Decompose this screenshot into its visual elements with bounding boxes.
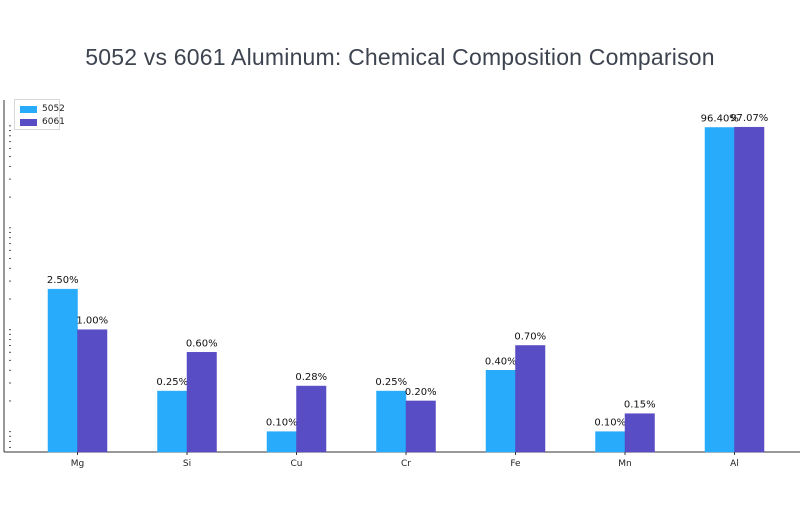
data-label-6061-Fe: 0.70% bbox=[514, 331, 546, 342]
bar-5052-Cu bbox=[266, 431, 297, 453]
x-tick-label-Mg: Mg bbox=[71, 459, 84, 469]
data-label-6061-Al: 97.07% bbox=[730, 113, 768, 124]
legend-swatch-6061 bbox=[20, 118, 37, 126]
bar-6061-Al bbox=[734, 126, 765, 453]
legend-label-5052: 5052 bbox=[42, 104, 65, 114]
legend: 5052 6061 bbox=[14, 99, 65, 130]
data-label-6061-Si: 0.60% bbox=[186, 338, 218, 349]
legend-item-6061: 6061 bbox=[20, 116, 65, 128]
data-label-6061-Cr: 0.20% bbox=[405, 387, 437, 398]
data-label-5052-Cr: 0.25% bbox=[375, 377, 407, 388]
bar-6061-Mn bbox=[624, 413, 655, 453]
bar-5052-Mn bbox=[595, 431, 626, 453]
data-label-6061-Mg: 1.00% bbox=[76, 316, 108, 327]
bar-6061-Mg bbox=[77, 329, 108, 453]
bar-5052-Fe bbox=[485, 370, 516, 453]
bar-5052-Si bbox=[157, 390, 188, 453]
bar-6061-Cr bbox=[405, 400, 436, 453]
data-label-6061-Mn: 0.15% bbox=[624, 400, 656, 411]
data-label-5052-Mg: 2.50% bbox=[47, 275, 79, 286]
bar-6061-Fe bbox=[515, 345, 546, 453]
legend-label-6061: 6061 bbox=[42, 117, 65, 127]
legend-item-5052: 5052 bbox=[20, 103, 65, 115]
data-label-6061-Cu: 0.28% bbox=[295, 372, 327, 383]
x-tick-label-Cr: Cr bbox=[401, 459, 411, 469]
data-label-5052-Fe: 0.40% bbox=[485, 356, 517, 367]
x-tick-label-Al: Al bbox=[730, 459, 739, 469]
legend-swatch-5052 bbox=[20, 105, 37, 113]
bar-5052-Cr bbox=[376, 390, 407, 453]
bar-5052-Al bbox=[704, 127, 735, 453]
x-tick-label-Fe: Fe bbox=[510, 459, 521, 469]
bar-6061-Cu bbox=[296, 385, 327, 453]
bar-5052-Mg bbox=[47, 288, 78, 453]
data-label-5052-Al: 96.40% bbox=[701, 113, 739, 124]
data-label-5052-Mn: 0.10% bbox=[594, 418, 626, 429]
x-tick-label-Cu: Cu bbox=[291, 459, 303, 469]
x-tick-label-Si: Si bbox=[183, 459, 191, 469]
data-label-5052-Cu: 0.10% bbox=[266, 418, 298, 429]
bar-6061-Si bbox=[186, 352, 217, 453]
chart-title: 5052 vs 6061 Aluminum: Chemical Composit… bbox=[85, 44, 715, 70]
data-label-5052-Si: 0.25% bbox=[156, 377, 188, 388]
x-tick-label-Mn: Mn bbox=[618, 459, 631, 469]
